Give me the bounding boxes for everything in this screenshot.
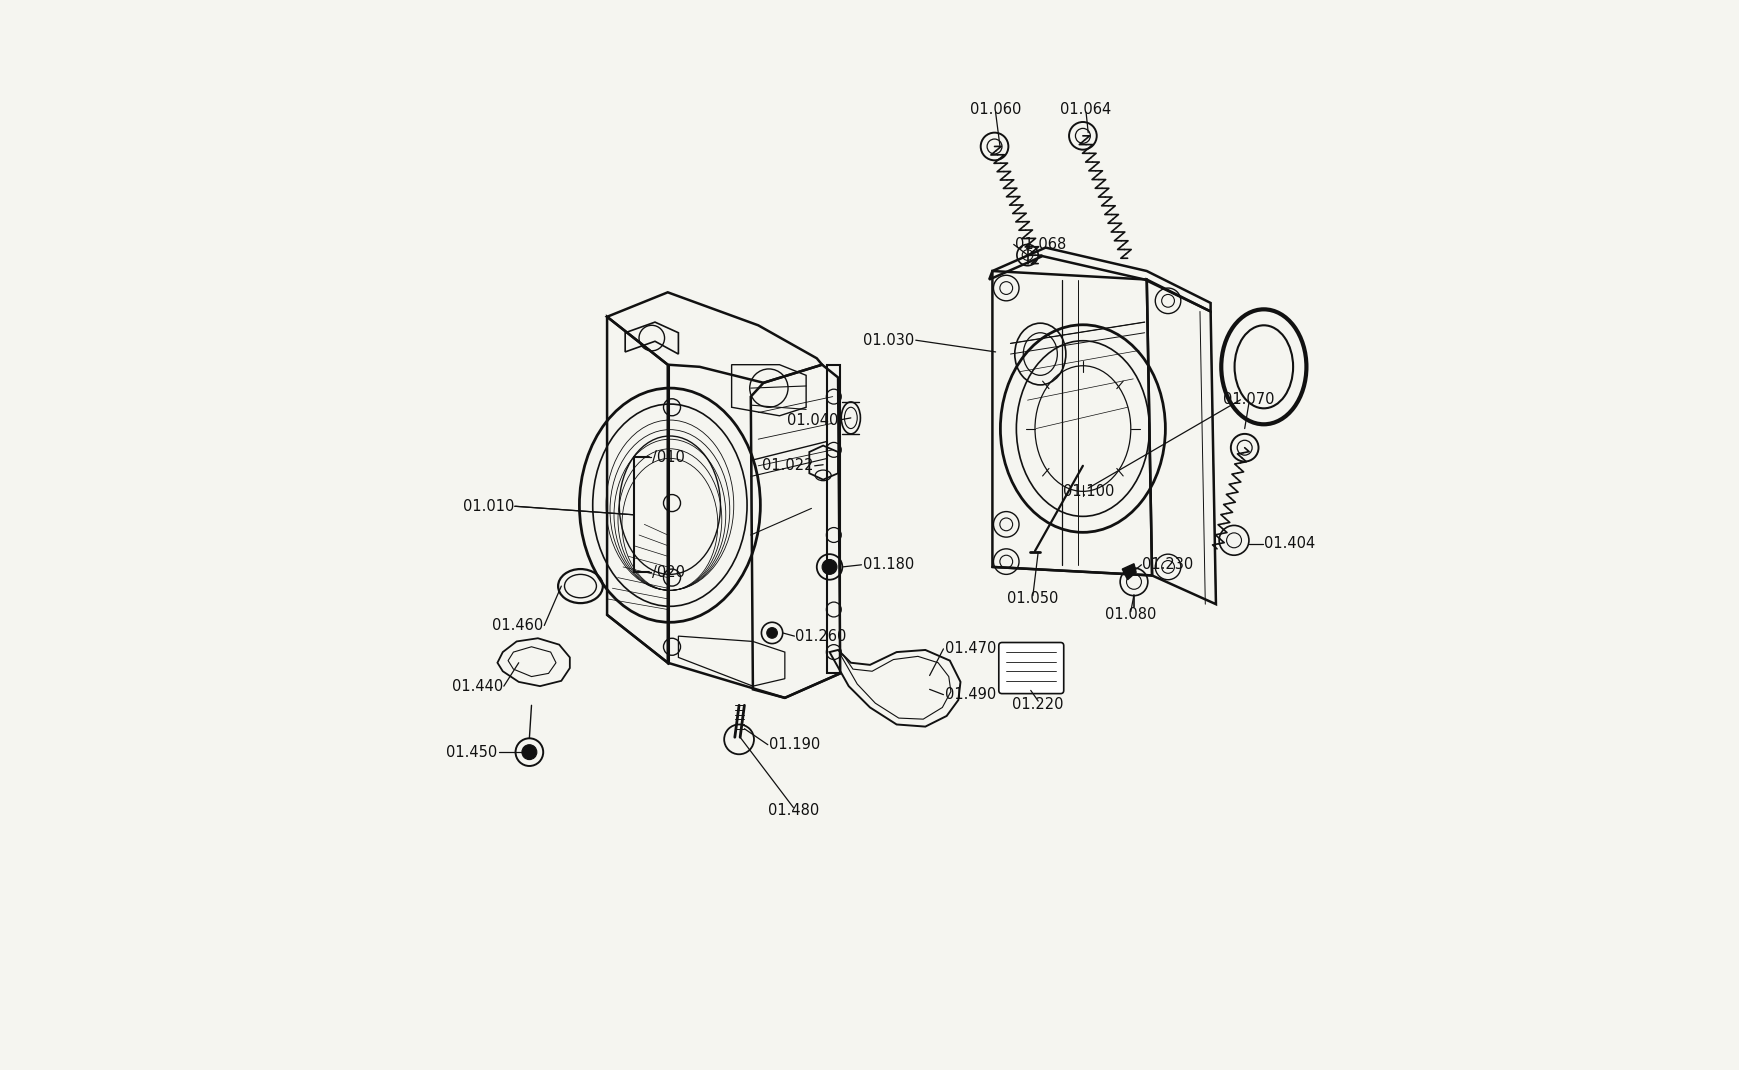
Text: 01.450: 01.450 bbox=[445, 745, 497, 760]
Text: 01.022: 01.022 bbox=[762, 458, 814, 473]
Text: /020: /020 bbox=[652, 565, 685, 580]
Text: 01.220: 01.220 bbox=[1012, 697, 1063, 712]
Circle shape bbox=[821, 560, 836, 575]
Polygon shape bbox=[1122, 564, 1136, 580]
Circle shape bbox=[522, 745, 537, 760]
Text: 01.480: 01.480 bbox=[767, 804, 819, 819]
Text: 01.230: 01.230 bbox=[1143, 557, 1193, 572]
Text: 01.030: 01.030 bbox=[863, 333, 915, 348]
Text: 01.404: 01.404 bbox=[1263, 536, 1315, 551]
Text: 01.050: 01.050 bbox=[1007, 592, 1057, 607]
Text: 01.180: 01.180 bbox=[863, 557, 913, 572]
Text: 01.190: 01.190 bbox=[769, 737, 819, 752]
Text: 01.064: 01.064 bbox=[1059, 102, 1111, 117]
Text: 01.490: 01.490 bbox=[944, 687, 995, 702]
Text: 01.068: 01.068 bbox=[1014, 236, 1066, 251]
Text: 01.470: 01.470 bbox=[944, 641, 995, 656]
Text: 01.070: 01.070 bbox=[1223, 393, 1275, 408]
Text: 01.010: 01.010 bbox=[463, 499, 515, 514]
Text: /010: /010 bbox=[652, 449, 683, 464]
Circle shape bbox=[767, 628, 777, 638]
Text: 01.040: 01.040 bbox=[786, 413, 838, 428]
Text: 01.100: 01.100 bbox=[1063, 484, 1113, 499]
Text: 01.460: 01.460 bbox=[492, 618, 543, 633]
Text: 01.440: 01.440 bbox=[450, 678, 503, 693]
FancyBboxPatch shape bbox=[998, 642, 1063, 693]
Text: 01.060: 01.060 bbox=[969, 102, 1021, 117]
Text: 01.260: 01.260 bbox=[795, 628, 847, 644]
Text: 01.080: 01.080 bbox=[1104, 608, 1156, 623]
